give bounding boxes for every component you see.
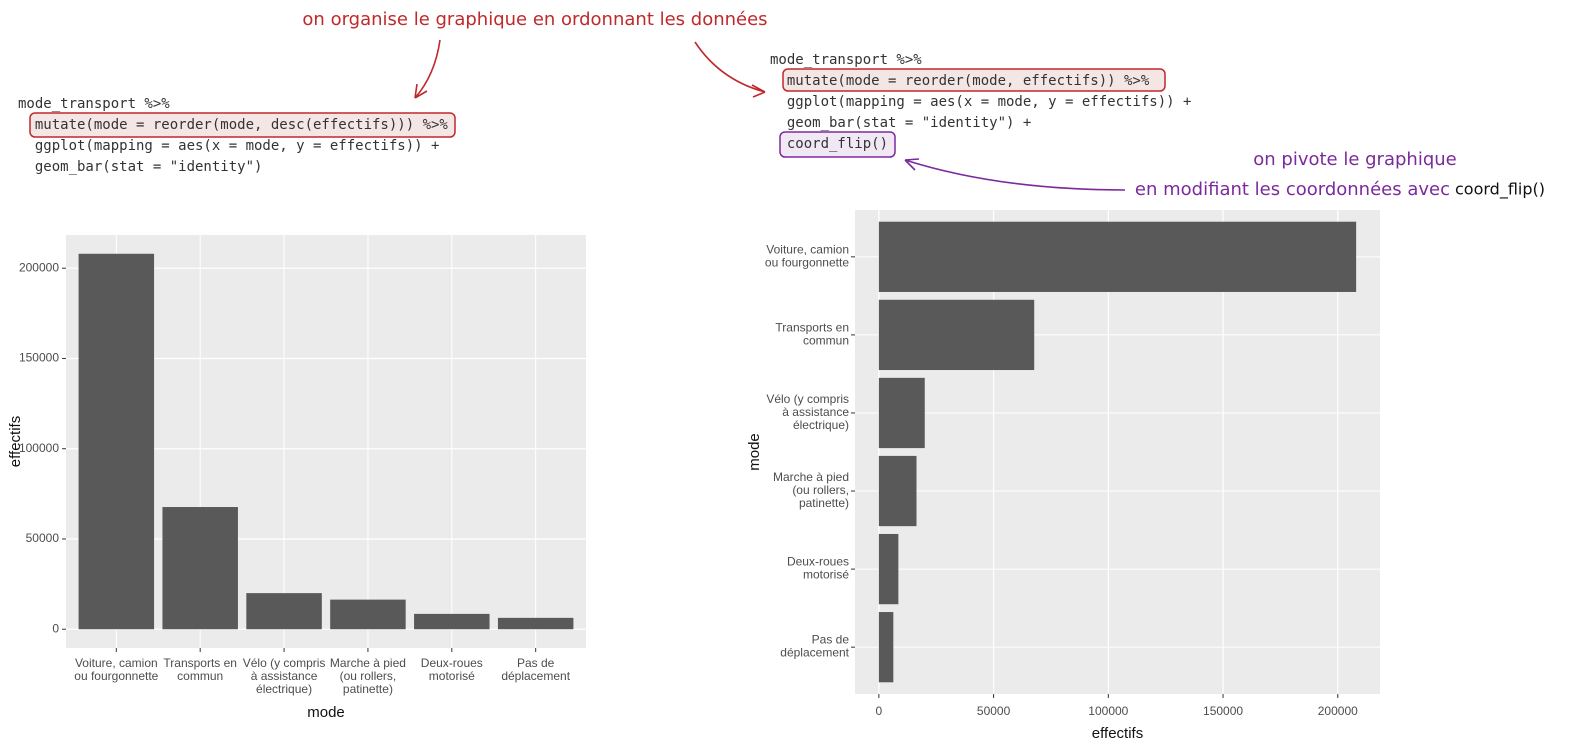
bar [330, 599, 406, 630]
code-line: mutate(mode = reorder(mode, desc(effecti… [18, 117, 448, 133]
annotation: on organise le graphique en ordonnant le… [302, 9, 767, 30]
x-tick-label: Marche à pied (ou rollers, patinette) [330, 656, 406, 696]
y-tick-label: Vélo (y compris à assistance électrique) [766, 392, 849, 432]
y-tick-label: 100000 [19, 441, 59, 455]
bar [414, 613, 490, 630]
code-line: geom_bar(stat = "identity") + [770, 115, 1031, 131]
y-tick-label: Deux-roues motorisé [787, 555, 849, 582]
bar [878, 612, 894, 683]
bar [878, 455, 917, 527]
code-block: mode_transport %>% mutate(mode = reorder… [18, 96, 448, 175]
bar [246, 593, 322, 630]
y-tick-label: Marche à pied (ou rollers, patinette) [773, 470, 849, 510]
y-tick-label: Voiture, camion ou fourgonnette [765, 243, 849, 270]
arrow [414, 39, 441, 99]
x-tick-label: Vélo (y compris à assistance électrique) [243, 656, 326, 696]
y-tick-label: 50000 [26, 531, 60, 545]
bar [878, 533, 899, 605]
code-line: geom_bar(stat = "identity") [18, 159, 262, 175]
highlight-box [782, 68, 1166, 92]
y-axis-title: mode [746, 433, 763, 471]
arrow [694, 41, 766, 98]
x-tick-label: Transports en commun [163, 656, 237, 683]
y-tick-label: 200000 [19, 260, 59, 274]
code-line: mode_transport %>% [770, 52, 922, 68]
annotation: on pivote le graphique [1253, 149, 1456, 170]
code-block: mode_transport %>% mutate(mode = reorder… [770, 52, 1191, 152]
code-line: ggplot(mapping = aes(x = mode, y = effec… [18, 138, 439, 154]
y-tick-label: Pas de déplacement [780, 633, 849, 660]
bar [878, 221, 1357, 292]
highlight-box [779, 131, 896, 158]
bar [497, 617, 574, 630]
y-tick-label: Transports en commun [775, 321, 849, 348]
code-line: ggplot(mapping = aes(x = mode, y = effec… [770, 94, 1191, 110]
code-line: mode_transport %>% [18, 96, 170, 112]
code-line: coord_flip() [770, 136, 888, 152]
x-tick-label: 100000 [1088, 704, 1128, 718]
bar [878, 377, 925, 449]
x-tick-label: 50000 [977, 704, 1011, 718]
bar [78, 253, 155, 630]
x-tick-label: Voiture, camion ou fourgonnette [74, 656, 158, 683]
highlight-box [29, 112, 456, 138]
x-tick-label: Deux-roues motorisé [421, 656, 483, 683]
annotation-code: coord_flip() [1455, 180, 1545, 200]
bar [878, 299, 1035, 371]
x-tick-label: 200000 [1318, 704, 1358, 718]
x-tick-label: 150000 [1203, 704, 1243, 718]
x-tick-label: Pas de déplacement [501, 656, 570, 683]
x-tick-label: 0 [876, 704, 883, 718]
bar [162, 507, 238, 630]
code-line: mutate(mode = reorder(mode, effectifs)) … [770, 73, 1150, 89]
y-tick-label: 0 [52, 621, 59, 635]
x-axis-title: effectifs [1092, 725, 1143, 742]
y-tick-label: 150000 [19, 351, 59, 365]
arrow [904, 158, 1126, 191]
y-axis-title: effectifs [7, 416, 24, 467]
x-axis-title: mode [307, 704, 345, 721]
annotation: en modifiant les coordonnées avec [1135, 179, 1450, 200]
